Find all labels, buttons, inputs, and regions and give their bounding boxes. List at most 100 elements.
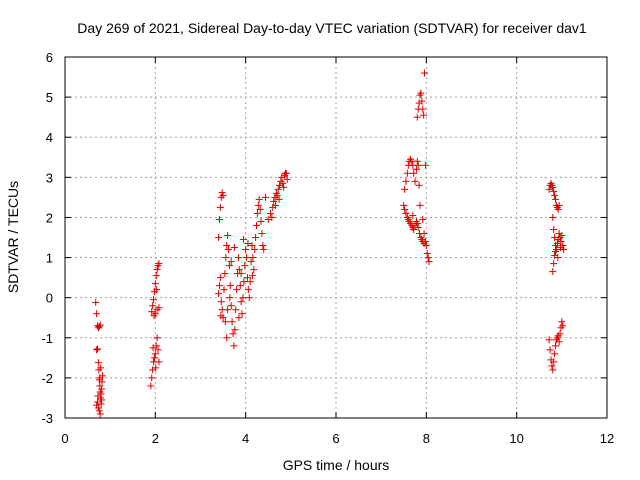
x-tick-label: 0 (61, 431, 68, 446)
data-point (98, 378, 106, 386)
data-point (401, 205, 409, 213)
data-point (227, 302, 235, 310)
data-point (229, 330, 237, 338)
data-point (241, 262, 249, 270)
data-point (215, 234, 223, 241)
data-point (264, 215, 272, 223)
y-tick-label: 5 (46, 90, 53, 105)
data-point (262, 193, 270, 201)
x-axis-label: GPS time / hours (283, 457, 390, 473)
data-point (283, 175, 291, 183)
data-point (215, 290, 223, 298)
data-point (225, 262, 233, 270)
x-tick-label: 12 (600, 431, 614, 446)
data-point (414, 161, 422, 169)
data-point (418, 97, 426, 105)
data-point (556, 330, 564, 338)
data-point (413, 219, 421, 227)
y-tick-label: 3 (46, 170, 53, 185)
data-point (98, 396, 106, 404)
data-point (413, 157, 421, 165)
data-point (152, 364, 160, 372)
data-point (248, 242, 256, 250)
data-point (242, 246, 250, 254)
data-point (155, 358, 163, 366)
data-point (545, 336, 553, 344)
axis-ticks (64, 56, 608, 419)
data-point (243, 274, 251, 282)
data-point (259, 242, 267, 250)
data-point (559, 322, 567, 330)
data-point (273, 191, 281, 199)
data-point (253, 209, 261, 217)
x-tick-label: 10 (509, 431, 523, 446)
data-point (230, 342, 238, 350)
data-point (246, 278, 254, 286)
data-point (150, 296, 158, 304)
data-point (549, 213, 557, 221)
data-point (234, 254, 242, 262)
data-point (238, 310, 246, 318)
data-point (154, 346, 162, 354)
data-point (419, 105, 427, 113)
data-point (258, 229, 266, 237)
data-point (251, 246, 259, 254)
data-point (153, 286, 161, 294)
data-point (425, 258, 433, 266)
data-point (557, 238, 565, 246)
x-tick-labels: 0 2 4 6 8 10 12 (61, 431, 614, 446)
data-point (420, 111, 428, 119)
data-point (550, 187, 558, 195)
data-point (225, 246, 233, 254)
data-point (248, 272, 256, 280)
data-point (226, 282, 234, 290)
data-point (149, 344, 157, 352)
data-point (215, 215, 223, 223)
data-point (413, 113, 421, 121)
data-point (550, 358, 558, 366)
data-point (216, 274, 224, 282)
data-point (549, 366, 557, 374)
data-point (93, 401, 101, 409)
y-axis-label: SDTVAR / TECUs (5, 181, 21, 293)
data-point (224, 231, 232, 239)
data-point (260, 246, 268, 254)
y-tick-label: 2 (46, 210, 53, 225)
data-point (255, 195, 263, 203)
data-point (155, 260, 163, 268)
data-point (410, 169, 418, 177)
data-point (93, 310, 101, 318)
data-point (93, 346, 101, 354)
data-point (233, 286, 241, 294)
data-point (421, 69, 429, 77)
data-point (231, 326, 239, 334)
data-point (555, 201, 563, 209)
data-point (280, 183, 288, 191)
data-point (403, 169, 411, 177)
data-point (153, 334, 161, 342)
data-point (95, 407, 103, 415)
data-point (221, 318, 229, 326)
y-tick-label: 6 (46, 50, 53, 65)
data-point (401, 185, 409, 193)
data-point (230, 244, 238, 252)
x-tick-label: 2 (152, 431, 159, 446)
data-point (552, 195, 560, 203)
data-point (236, 282, 244, 290)
data-point (553, 240, 561, 248)
y-tick-label: -3 (41, 411, 53, 426)
data-point (150, 354, 158, 362)
data-point (416, 201, 424, 209)
data-point (92, 298, 100, 306)
data-point (235, 266, 243, 274)
data-point (235, 314, 243, 322)
data-point (552, 248, 560, 256)
data-point (424, 254, 432, 262)
data-point (267, 209, 275, 217)
y-tick-label: 4 (46, 130, 53, 145)
data-point (558, 231, 566, 239)
data-point (270, 197, 278, 205)
data-point (550, 225, 558, 233)
data-point (222, 254, 230, 262)
data-point (400, 201, 408, 209)
